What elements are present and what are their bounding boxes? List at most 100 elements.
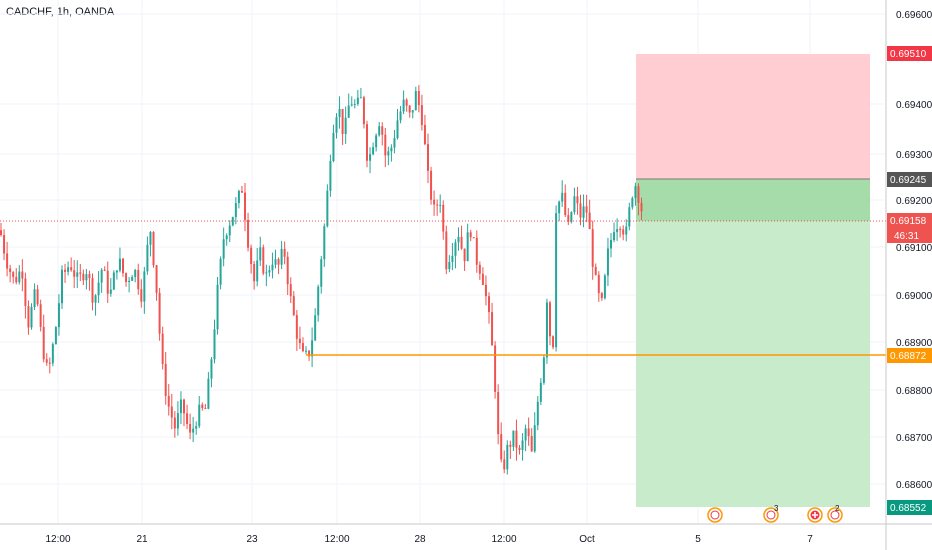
candle [216,276,219,335]
candle [109,278,112,297]
candle [372,142,375,156]
time-tick-label: 12:00 [491,534,516,545]
candle [469,229,472,242]
candle [619,226,622,238]
candle [423,114,426,146]
entry-badge: 0.69245 [887,172,932,187]
price-badges: 0.69510 0.69245 0.69158 46:31 0.68872 0.… [887,46,932,515]
candle [295,310,298,351]
candle [112,270,115,291]
candle [332,124,335,163]
candle [576,186,579,215]
candle [454,239,457,269]
take-profit-zone[interactable] [636,179,870,507]
candle [402,90,405,115]
candle [137,263,140,295]
candle [521,433,524,461]
horizontal-line-badge-label: 0.68872 [890,351,927,362]
current-price-badge-label: 0.69158 [890,216,927,227]
candle [613,222,616,243]
candle [433,190,436,216]
candle [82,269,85,286]
candle [21,259,24,292]
svg-text:3: 3 [774,504,779,513]
candle [481,267,484,286]
candle [552,335,555,350]
candle [305,346,307,355]
price-axis[interactable]: 0.69600 0.69400 0.69300 0.69200 0.69100 0.690… [896,10,932,491]
candle [341,108,344,146]
price-tick-label: 0.68600 [896,480,932,491]
candle [36,284,39,307]
candle [491,302,494,346]
entry-badge-label: 0.69245 [890,175,927,186]
candle [253,260,256,290]
event-icon[interactable] [707,507,723,523]
candle [393,130,396,154]
candle [0,222,2,237]
time-tick-label: 7 [807,534,813,545]
candle [61,265,63,309]
candle [591,220,594,280]
candle [472,237,475,239]
candle [186,404,189,430]
price-tick-label: 0.69300 [896,150,932,161]
candle [134,268,137,283]
candle [631,196,634,210]
candle [381,122,384,146]
calendar-events[interactable]: 3 2 [707,504,843,523]
candle [463,248,466,271]
svg-text:2: 2 [835,504,840,513]
time-axis[interactable]: 12:00 21 23 12:00 28 12:00 Oct 5 7 [45,534,813,545]
candle [466,223,469,262]
candle [625,219,628,242]
candle [564,184,567,218]
candle [118,247,121,273]
event-icon[interactable]: 2 [827,504,843,523]
candle [536,395,539,431]
time-tick-label: 12:00 [45,534,70,545]
symbol-title: CADCHF, 1h, OANDA [6,6,115,18]
candle [384,127,387,168]
candle [250,244,253,274]
event-icon[interactable] [807,507,823,523]
time-tick-label: 28 [414,534,426,545]
candle [6,241,9,277]
candle [131,274,134,281]
candle [417,85,420,113]
candle [240,185,243,194]
candle [512,430,515,451]
candle [314,308,317,342]
event-icon[interactable]: 3 [763,504,779,523]
candle [603,273,606,300]
candle [570,211,573,224]
candle [436,199,439,216]
candle [326,184,329,228]
candle [561,180,564,207]
candle [405,98,408,112]
candle [579,194,582,226]
candle [457,227,460,251]
candle [567,208,570,226]
candle [439,194,442,213]
candle [155,264,158,301]
candle [158,287,161,341]
candle [198,396,201,429]
candle [228,220,231,243]
candle [152,231,155,268]
time-tick-label: 21 [136,534,148,545]
candle [420,94,423,131]
candle [213,319,216,364]
candle [448,255,451,273]
candle [57,294,60,336]
candle [356,89,359,106]
candle [530,428,533,452]
stop-loss-zone[interactable] [636,54,870,179]
candle [366,120,368,168]
candle [259,236,262,266]
profit-filled-zone [636,179,870,221]
candle [442,200,445,240]
candle [582,194,585,228]
candle [244,183,246,232]
